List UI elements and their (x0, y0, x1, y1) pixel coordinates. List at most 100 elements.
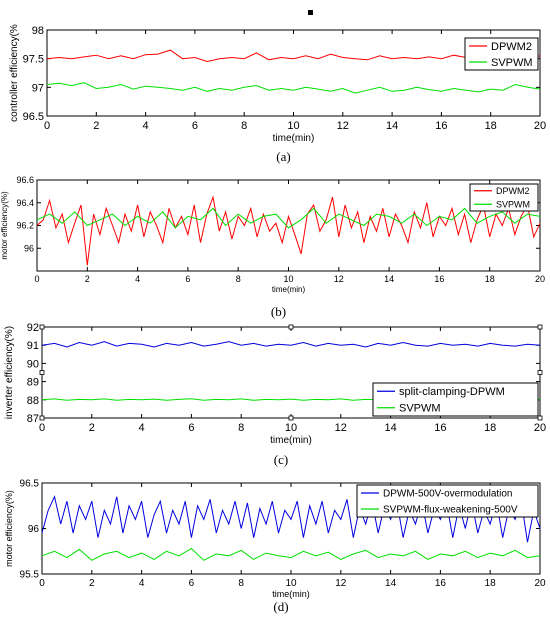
x-tick-label: 10 (283, 274, 293, 284)
x-tick-label: 2 (93, 120, 99, 132)
x-tick-label: 10 (285, 422, 297, 434)
selection-handle[interactable] (288, 415, 294, 421)
x-tick-label: 18 (485, 578, 497, 589)
y-tick-label: 91 (27, 340, 39, 352)
legend-box (372, 382, 539, 417)
series-line-SVPWM (36, 207, 541, 229)
x-tick-label: 6 (192, 120, 198, 132)
series-line-SVPWM (46, 82, 541, 94)
stray-marker (308, 10, 313, 15)
x-tick-label: 0 (34, 274, 39, 284)
chart-panel-0: 0 2 4 6 8 10 12 14 16 18 20 96.5 97 97.5 98 time(min) co… (9, 24, 546, 164)
x-tick-label: 0 (44, 120, 50, 132)
legend-entry: SVPWM (496, 199, 530, 209)
x-tick-label: 18 (484, 422, 496, 434)
x-axis-label: time(min) (272, 589, 310, 599)
series-line-split-clamping-DPWM (41, 341, 541, 348)
x-tick-label: 6 (189, 578, 195, 589)
x-tick-label: 6 (188, 422, 194, 434)
y-tick-label: 96.4 (16, 198, 34, 208)
y-tick-label: 96.5 (23, 111, 44, 123)
y-tick-label: 98 (32, 25, 44, 37)
selection-handle[interactable] (537, 415, 543, 421)
selection-handle[interactable] (537, 370, 543, 375)
selection-handle[interactable] (39, 370, 45, 375)
x-tick-label: 14 (385, 578, 397, 589)
x-tick-label: 16 (435, 578, 447, 589)
x-tick-label: 20 (534, 120, 546, 132)
x-tick-label: 12 (335, 422, 347, 434)
y-tick-label: 97.5 (23, 54, 44, 66)
panel-label: (a) (276, 149, 290, 164)
y-tick-label: 88 (27, 395, 39, 407)
selection-handle[interactable] (537, 324, 543, 330)
x-tick-label: 20 (534, 422, 546, 434)
y-tick-label: 95.5 (20, 570, 40, 581)
x-tick-label: 0 (39, 578, 45, 589)
legend-entry: DPWM2 (496, 186, 530, 196)
legend: DPWM2 SVPWM (464, 37, 539, 71)
selection-handle[interactable] (39, 415, 45, 421)
selection-handle[interactable] (39, 324, 45, 330)
y-tick-label: 89 (27, 377, 39, 389)
y-tick-label: 96.2 (16, 221, 34, 231)
x-tick-label: 10 (287, 120, 299, 132)
x-tick-label: 4 (135, 274, 140, 284)
x-tick-label: 20 (534, 578, 546, 589)
y-tick-label: 97 (32, 82, 44, 94)
y-tick-label: 87 (27, 413, 39, 425)
x-tick-label: 16 (435, 120, 447, 132)
series-line-SVPWM-flux-weakening-500V (41, 547, 541, 561)
legend-entry: SVPWM (399, 403, 441, 415)
x-tick-label: 2 (89, 578, 95, 589)
legend-box (469, 183, 539, 212)
x-tick-label: 4 (139, 422, 145, 434)
x-axis-label: time(min) (270, 435, 312, 446)
series-line-DPWM2 (36, 195, 541, 266)
x-tick-label: 20 (535, 274, 545, 284)
legend-entry: SVPWM (491, 57, 533, 69)
legend-box (464, 37, 539, 71)
y-axis-label: motor efficiency(%) (4, 490, 14, 567)
x-axis-label: time(min) (272, 285, 306, 294)
x-tick-label: 8 (238, 422, 244, 434)
x-tick-label: 16 (434, 274, 444, 284)
x-tick-label: 4 (143, 120, 149, 132)
y-axis-label: controller efficiency(% (9, 24, 20, 122)
x-tick-label: 12 (335, 578, 347, 589)
legend-entry: DPWM2 (491, 41, 532, 53)
x-tick-label: 8 (236, 274, 241, 284)
x-tick-label: 14 (384, 422, 396, 434)
x-tick-label: 12 (337, 120, 349, 132)
x-tick-label: 12 (334, 274, 344, 284)
selection-handle[interactable] (288, 324, 294, 330)
legend: DPWM2 SVPWM (469, 183, 539, 212)
chart-panel-3: 0 2 4 6 8 10 12 14 16 18 20 95.5 96 96.5 time(min) moto… (4, 479, 546, 614)
panel-label: (b) (271, 304, 286, 319)
y-tick-label: 96.5 (20, 479, 40, 490)
chart-panel-2: 0 2 4 6 8 10 12 14 16 18 20 87 88 89 90 91 92 time(min) in… (4, 322, 546, 467)
legend-entry: DPWM-500V-overmodulation (383, 489, 513, 500)
x-tick-label: 4 (139, 578, 145, 589)
x-tick-label: 18 (485, 120, 497, 132)
panel-label: (c) (274, 452, 288, 467)
x-tick-label: 18 (485, 274, 495, 284)
legend: DPWM-500V-overmodulation SVPWM-flux-weake… (356, 484, 539, 518)
legend-entry: SVPWM-flux-weakening-500V (383, 505, 518, 516)
y-tick-label: 96 (24, 243, 34, 253)
legend: split-clamping-DPWM SVPWM (372, 382, 539, 417)
x-tick-label: 8 (241, 120, 247, 132)
y-tick-label: 96 (28, 524, 40, 535)
x-tick-label: 2 (85, 274, 90, 284)
y-axis-label: motor efficiency(%) (0, 191, 9, 260)
legend-entry: split-clamping-DPWM (399, 386, 505, 398)
x-tick-label: 14 (384, 274, 394, 284)
x-tick-label: 8 (238, 578, 244, 589)
x-tick-label: 0 (39, 422, 45, 434)
plot-frame (46, 29, 541, 117)
x-tick-label: 2 (89, 422, 95, 434)
x-axis-label: time(min) (273, 133, 315, 144)
y-tick-label: 96.6 (16, 175, 34, 185)
y-axis-label: inverter efficiency(%) (4, 326, 15, 419)
